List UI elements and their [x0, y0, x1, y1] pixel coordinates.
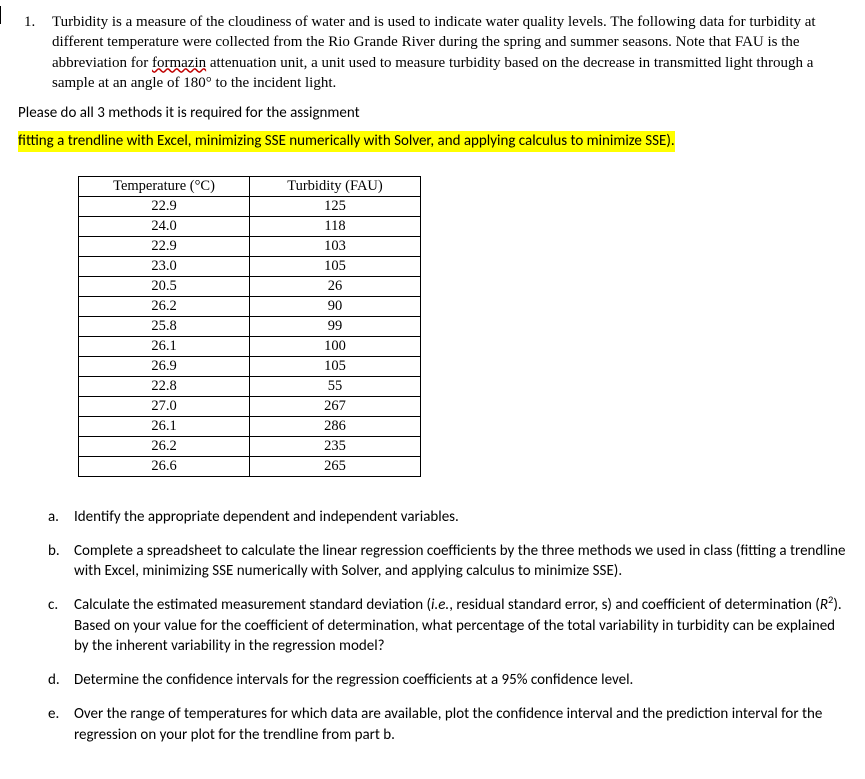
sub-d: d. Determine the confidence intervals fo… — [48, 670, 847, 690]
cell-turb: 105 — [250, 356, 421, 376]
instruction-line-2: fitting a trendline with Excel, minimizi… — [18, 131, 675, 151]
table-row: 26.6265 — [79, 456, 421, 476]
cell-temp: 22.8 — [79, 376, 250, 396]
cell-temp: 24.0 — [79, 216, 250, 236]
sub-text: Determine the confidence intervals for t… — [74, 671, 633, 689]
table-row: 26.2235 — [79, 436, 421, 456]
data-table: Temperature (°C) Turbidity (FAU) 22.9125… — [78, 176, 421, 477]
table-row: 23.0105 — [79, 256, 421, 276]
table-row: 20.526 — [79, 276, 421, 296]
cell-turb: 286 — [250, 416, 421, 436]
sub-question-list: a. Identify the appropriate dependent an… — [48, 507, 847, 745]
cell-turb: 125 — [250, 196, 421, 216]
cell-temp: 22.9 — [79, 236, 250, 256]
sub-letter: d. — [48, 670, 60, 690]
cell-temp: 25.8 — [79, 316, 250, 336]
R-symbol: R — [820, 596, 828, 614]
table-row: 26.9105 — [79, 356, 421, 376]
cell-turb: 118 — [250, 216, 421, 236]
table-row: 25.899 — [79, 316, 421, 336]
table-body: 22.9125 24.0118 22.9103 23.0105 20.526 2… — [79, 196, 421, 476]
sub-text: Over the range of temperatures for which… — [74, 705, 822, 743]
cell-temp: 26.2 — [79, 296, 250, 316]
sub-a: a. Identify the appropriate dependent an… — [48, 507, 847, 527]
cell-turb: 90 — [250, 296, 421, 316]
sub-letter: a. — [48, 507, 59, 527]
table-row: 26.290 — [79, 296, 421, 316]
table-row: 22.9125 — [79, 196, 421, 216]
cell-turb: 55 — [250, 376, 421, 396]
header-temperature: Temperature (°C) — [79, 176, 250, 196]
cell-turb: 26 — [250, 276, 421, 296]
cell-temp: 26.1 — [79, 336, 250, 356]
table-row: 22.9103 — [79, 236, 421, 256]
table-row: 24.0118 — [79, 216, 421, 236]
table-header-row: Temperature (°C) Turbidity (FAU) — [79, 176, 421, 196]
sub-text: Complete a spreadsheet to calculate the … — [74, 542, 846, 580]
sub-letter: c. — [48, 595, 58, 615]
cell-temp: 26.1 — [79, 416, 250, 436]
cell-turb: 235 — [250, 436, 421, 456]
header-turbidity: Turbidity (FAU) — [250, 176, 421, 196]
cell-temp: 23.0 — [79, 256, 250, 276]
table-row: 27.0267 — [79, 396, 421, 416]
sub-b: b. Complete a spreadsheet to calculate t… — [48, 541, 847, 582]
cell-temp: 26.9 — [79, 356, 250, 376]
table-row: 22.855 — [79, 376, 421, 396]
table-row: 26.1286 — [79, 416, 421, 436]
cell-temp: 27.0 — [79, 396, 250, 416]
cell-temp: 26.2 — [79, 436, 250, 456]
question-text: Turbidity is a measure of the cloudiness… — [52, 12, 847, 93]
cell-turb: 99 — [250, 316, 421, 336]
instruction-line-1: Please do all 3 methods it is required f… — [18, 103, 847, 123]
cell-turb: 103 — [250, 236, 421, 256]
cell-turb: 105 — [250, 256, 421, 276]
cell-temp: 20.5 — [79, 276, 250, 296]
question-1: 1. Turbidity is a measure of the cloudin… — [18, 12, 847, 93]
ie-text: i.e. — [431, 596, 449, 614]
sub-c: c. Calculate the estimated measurement s… — [48, 595, 847, 656]
sub-letter: e. — [48, 704, 59, 724]
sub-letter: b. — [48, 541, 60, 561]
cell-turb: 100 — [250, 336, 421, 356]
question-number: 1. — [24, 12, 35, 32]
cell-turb: 265 — [250, 456, 421, 476]
sub-c-p2: , residual standard error, s) and coeffi… — [449, 596, 820, 614]
sub-text: Identify the appropriate dependent and i… — [74, 508, 459, 526]
cell-temp: 22.9 — [79, 196, 250, 216]
sub-c-p1: Calculate the estimated measurement stan… — [74, 596, 431, 614]
cell-turb: 267 — [250, 396, 421, 416]
table-row: 26.1100 — [79, 336, 421, 356]
text-cursor — [0, 6, 1, 24]
formazin-word: formazin — [152, 55, 206, 71]
cell-temp: 26.6 — [79, 456, 250, 476]
sub-e: e. Over the range of temperatures for wh… — [48, 704, 847, 745]
